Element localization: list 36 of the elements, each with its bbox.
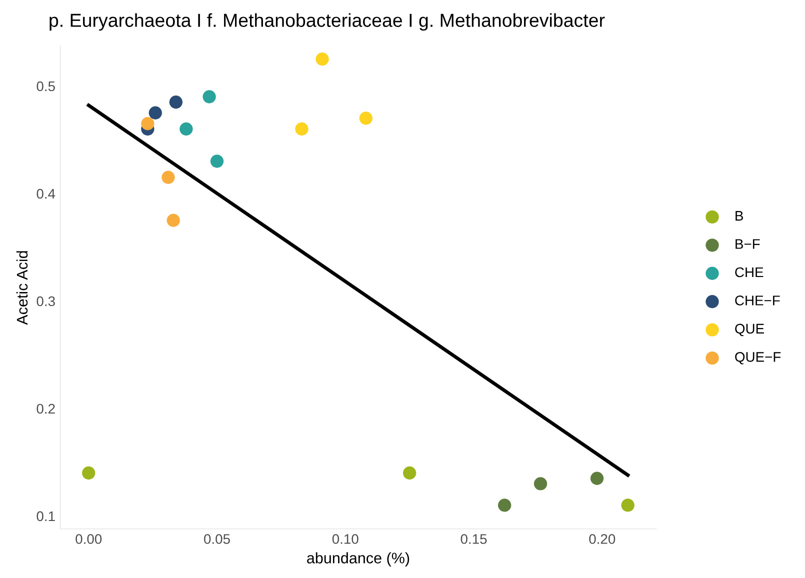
x-tick-label: 0.00 [76,534,102,544]
point [180,122,193,136]
y-tick-label: 0.2 [36,404,55,414]
y-tick-label: 0.5 [36,81,55,92]
point [166,214,180,227]
x-axis-title: abundance (%) [307,552,410,566]
point [169,96,183,109]
point [621,498,634,512]
y-tick-label: 0.1 [36,511,55,522]
legend-label: B [736,211,743,221]
point [210,154,224,168]
y-tick-label: 0.3 [36,296,55,306]
point [359,112,373,125]
y-tick-label: 0.4 [36,188,56,199]
point [295,122,308,136]
legend-label: QUE−F [735,352,781,364]
point [141,117,154,130]
x-tick-label: 0.10 [332,534,358,544]
point [316,52,329,66]
legend-label: CHE [735,267,764,278]
point [590,472,604,485]
point [162,170,175,184]
point [534,477,548,490]
point [202,90,216,104]
point [148,106,162,120]
legend-label: B−F [736,239,760,249]
legend-label: QUE [735,324,764,336]
x-tick-label: 0.05 [204,534,230,544]
point [82,466,96,480]
point [402,466,416,480]
legend-label: CHE−F [735,296,780,306]
x-tick-label: 0.20 [589,534,616,544]
chart-title: p. Euryarchaeota I f. Methanobacteriaceae I g. Methanobrevibacter [50,13,605,31]
x-tick-label: 0.15 [460,534,487,544]
point [498,498,512,512]
y-axis-title: Acetic Acid [16,251,28,325]
